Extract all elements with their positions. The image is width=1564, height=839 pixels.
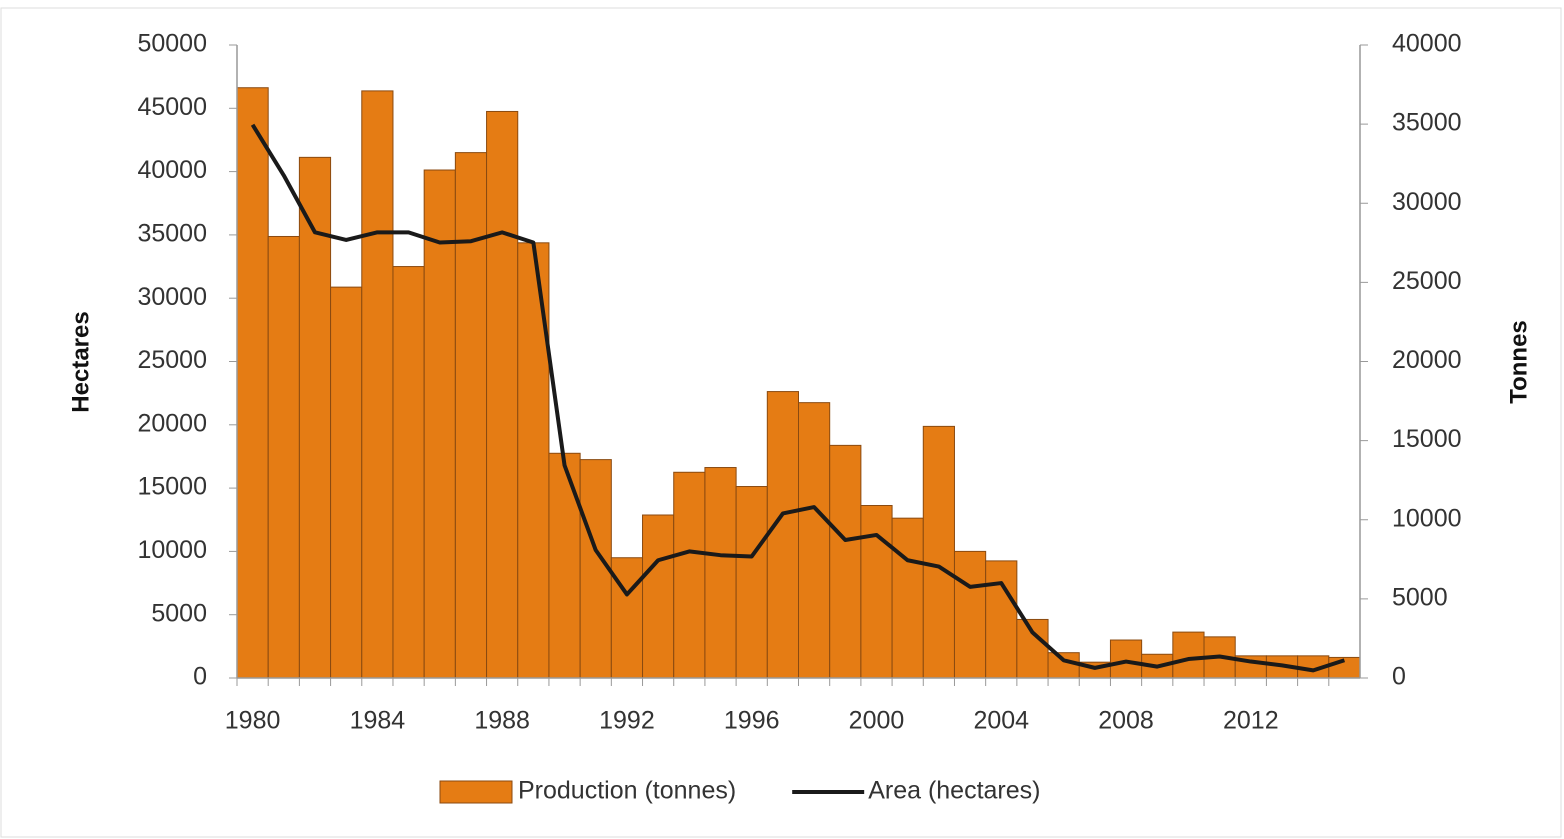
x-tick-label: 2004 (973, 707, 1029, 735)
x-tick-label: 2012 (1223, 707, 1279, 735)
y2-tick-label: 30000 (1392, 188, 1462, 216)
bar (673, 471, 706, 679)
x-tick-label: 1984 (350, 707, 406, 735)
x-tick-label: 2000 (849, 707, 905, 735)
bar (486, 110, 519, 679)
y2-axis-title: Tonnes (1505, 320, 1532, 404)
y-tick-label: 20000 (137, 409, 207, 437)
legend-label: Area (hectares) (868, 777, 1040, 805)
bar (236, 87, 269, 679)
y-tick-label: 50000 (137, 30, 207, 58)
y-tick-label: 25000 (137, 346, 207, 374)
bar (829, 444, 862, 679)
bar (766, 391, 799, 679)
bar (392, 266, 425, 679)
bar (798, 402, 831, 679)
y-tick-label: 15000 (137, 473, 207, 501)
x-tick-label: 1988 (474, 707, 530, 735)
bar (361, 90, 394, 679)
legend-swatch (439, 780, 513, 804)
bar (267, 235, 300, 679)
x-tick-label: 1996 (724, 707, 780, 735)
bar (860, 505, 893, 679)
y2-tick-label: 40000 (1392, 30, 1462, 58)
line (250, 123, 1346, 673)
x-tick-label: 1992 (599, 707, 655, 735)
y2-tick-label: 0 (1392, 663, 1406, 691)
y-tick-label: 30000 (137, 283, 207, 311)
y-tick-label: 35000 (137, 220, 207, 248)
frame (0, 7, 1562, 838)
bar (1172, 631, 1205, 679)
bar (735, 486, 768, 679)
bar (1109, 639, 1143, 679)
bar (985, 560, 1018, 679)
y2-tick-label: 10000 (1392, 504, 1462, 532)
bar (454, 152, 488, 679)
y-tick-label: 45000 (137, 93, 207, 121)
x-tick-label: 2008 (1098, 707, 1154, 735)
y2-tick-label: 5000 (1392, 583, 1448, 611)
x-tick-label: 1980 (225, 707, 281, 735)
bar (1047, 652, 1080, 679)
legend-label: Production (tonnes) (518, 777, 736, 805)
bar (642, 514, 675, 679)
y-tick-label: 10000 (137, 536, 207, 564)
y2-tick-label: 25000 (1392, 267, 1462, 295)
y2-tick-label: 15000 (1392, 425, 1462, 453)
bar (548, 452, 581, 679)
y-axis-title: Hectares (67, 311, 94, 412)
bar (704, 467, 737, 679)
bar (891, 517, 924, 679)
y-tick-label: 40000 (137, 156, 207, 184)
bar (423, 169, 456, 679)
y2-tick-label: 20000 (1392, 346, 1462, 374)
y-tick-label: 0 (193, 663, 207, 691)
bar (953, 550, 987, 679)
bar (1016, 618, 1049, 679)
bar (922, 425, 955, 679)
y2-tick-label: 35000 (1392, 109, 1462, 137)
y-tick-label: 5000 (151, 599, 207, 627)
bar (330, 286, 363, 679)
